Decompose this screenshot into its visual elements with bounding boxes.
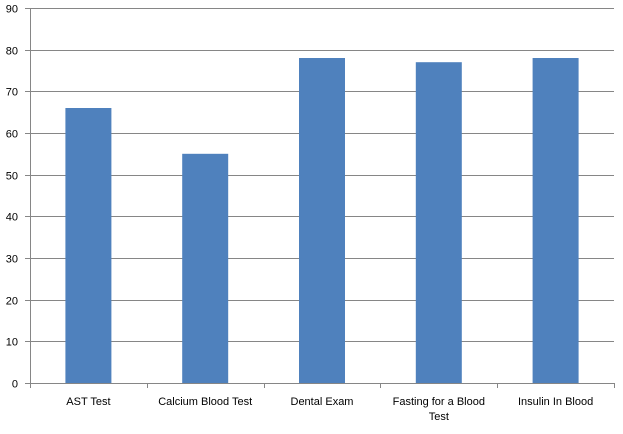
bar: [299, 58, 345, 383]
bar: [532, 58, 579, 383]
x-tick-label: Insulin In Blood: [518, 396, 593, 408]
x-tick-label: Calcium Blood Test: [158, 396, 252, 408]
tick-labels: 0 10 20 30 40 50 60 70 80 90 AST Test Calcium Blood…: [6, 4, 593, 424]
bars: [65, 58, 579, 383]
x-tick-label: Dental Exam: [291, 396, 354, 408]
y-tick-label: 90: [6, 4, 18, 16]
x-tick-label: AST Test: [66, 396, 110, 408]
bar: [415, 62, 462, 383]
y-tick-label: 50: [6, 171, 18, 183]
y-tick-label: 60: [6, 129, 18, 141]
y-tick-label: 40: [6, 212, 18, 224]
y-tick-label: 30: [6, 254, 18, 266]
bar: [65, 108, 112, 383]
y-tick-label: 0: [12, 379, 18, 391]
bar: [182, 153, 229, 383]
y-tick-label: 70: [6, 87, 18, 99]
y-tick-label: 20: [6, 296, 18, 308]
axes: [25, 8, 615, 388]
y-tick-label: 10: [6, 337, 18, 349]
x-tick-label: Fasting for a Blood Test: [393, 396, 485, 423]
y-tick-label: 80: [6, 46, 18, 58]
